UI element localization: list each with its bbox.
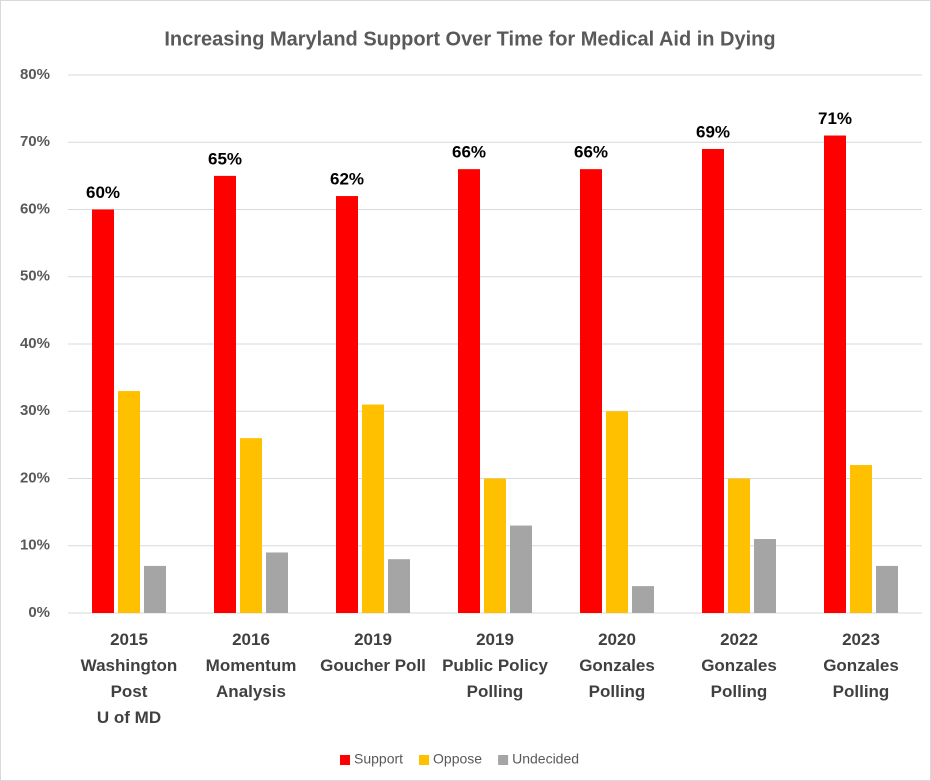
bar	[458, 169, 480, 613]
y-tick-label: 20%	[20, 469, 50, 486]
data-label: 71%	[818, 109, 852, 128]
data-label: 66%	[574, 143, 608, 162]
data-label: 65%	[208, 149, 242, 168]
data-label: 69%	[696, 122, 730, 141]
legend-label: Support	[354, 751, 403, 767]
x-tick-label: 2019 Public Policy Polling	[442, 630, 548, 701]
bar	[92, 209, 114, 613]
bar	[240, 438, 262, 613]
bar	[632, 586, 654, 613]
y-tick-label: 0%	[28, 604, 50, 621]
chart-title: Increasing Maryland Support Over Time fo…	[164, 28, 775, 50]
legend-label: Undecided	[512, 751, 579, 767]
y-tick-label: 80%	[20, 66, 50, 83]
y-tick-label: 40%	[20, 335, 50, 352]
bar	[754, 539, 776, 613]
bar	[850, 465, 872, 613]
bar	[336, 196, 358, 614]
bar	[510, 525, 532, 613]
bar	[484, 478, 506, 613]
bar	[606, 411, 628, 613]
bar	[118, 391, 140, 613]
bar	[702, 148, 724, 613]
bar	[362, 404, 384, 613]
y-tick-label: 30%	[20, 402, 50, 419]
bar	[214, 175, 236, 613]
data-label: 62%	[330, 170, 364, 189]
x-tick-label: 2020 Gonzales Polling	[579, 630, 655, 701]
bar	[144, 565, 166, 613]
x-tick-label: 2022 Gonzales Polling	[701, 630, 777, 701]
bar	[876, 565, 898, 613]
legend-label: Oppose	[433, 751, 482, 767]
data-label: 66%	[452, 143, 486, 162]
x-tick-label: 2016 Momentum Analysis	[206, 630, 297, 701]
y-tick-label: 50%	[20, 268, 50, 285]
legend-swatch	[498, 755, 509, 765]
legend-swatch	[340, 755, 350, 765]
x-tick-label: 2015 Washington Post U of MD	[81, 630, 178, 727]
data-label: 60%	[86, 183, 120, 202]
bar	[728, 478, 750, 613]
y-tick-label: 70%	[20, 133, 50, 150]
x-tick-label: 2019 Goucher Poll	[320, 630, 426, 675]
x-tick-label: 2023 Gonzales Polling	[823, 630, 899, 701]
bar	[580, 169, 602, 613]
bar	[824, 135, 846, 613]
bar	[388, 559, 410, 613]
legend-swatch	[419, 755, 430, 765]
y-tick-label: 10%	[20, 537, 50, 554]
y-tick-label: 60%	[20, 200, 50, 217]
bar	[266, 552, 288, 613]
